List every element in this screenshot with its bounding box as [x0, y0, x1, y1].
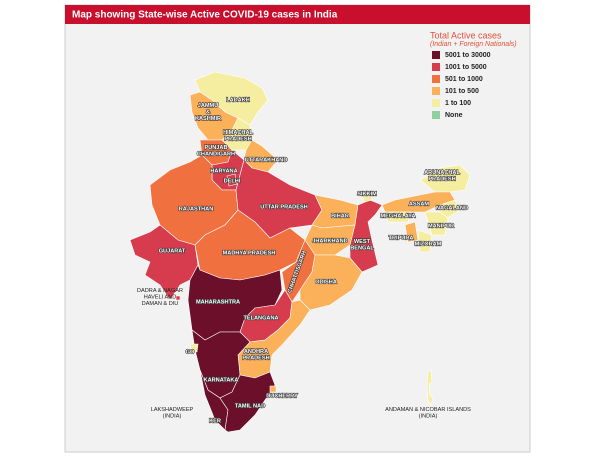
state-label: JAMMU: [198, 103, 219, 109]
state-label: &: [206, 109, 210, 115]
state-label: BIHAR: [331, 213, 349, 219]
state-label: DUCHERRY: [266, 393, 298, 399]
legend-label: 1001 to 5000: [445, 64, 487, 71]
legend-title: Total Active cases: [430, 30, 502, 40]
state-label: SIKKIM: [357, 191, 377, 197]
legend-swatch: [432, 87, 440, 95]
state-label: PRADESH: [224, 137, 251, 143]
state-region: [384, 211, 411, 223]
legend-swatch: [432, 75, 440, 83]
legend-label: 101 to 500: [445, 88, 479, 95]
state-label: TAMIL NAD: [235, 403, 265, 409]
state-region: [221, 117, 253, 151]
state-label: JHARKHAND: [312, 238, 347, 244]
state-label: UTTARAKHAND: [245, 157, 288, 163]
map-title: Map showing State-wise Active COVID-19 c…: [72, 10, 338, 21]
state-label: MANIPUR: [428, 223, 454, 229]
outside-label: (INDIA): [419, 414, 438, 420]
state-label: CHANDIGARH: [197, 152, 235, 158]
state-label: MIZORAM: [415, 241, 442, 247]
state-label: ODISHA: [315, 279, 337, 285]
state-region: [361, 192, 373, 203]
legend: 5001 to 30000 1001 to 5000 501 to 1000 101 …: [432, 51, 491, 119]
legend-label: 5001 to 30000: [445, 52, 491, 59]
legend-swatch: [432, 63, 440, 71]
state-label: PUNJAB: [204, 145, 227, 151]
state-label: ARUNACHAL: [424, 170, 460, 176]
state-label: BENGAL: [350, 246, 374, 252]
state-label: PRADESH: [242, 356, 269, 362]
state-label: TELANGANA: [243, 315, 278, 321]
map-panel: [64, 4, 531, 453]
outside-label: HAVELI AND: [144, 294, 177, 300]
state-label: MAHARASHTRA: [196, 299, 240, 305]
state-region: [269, 385, 277, 393]
state-label: RAJASTHAN: [179, 206, 214, 212]
legend-swatch: [432, 51, 440, 59]
state-label: TRIPURA: [389, 235, 414, 241]
state-label: MADHYA PRADESH: [223, 250, 276, 256]
state-label: KER: [209, 418, 221, 424]
state-region: [129, 224, 199, 301]
legend-subtitle: (Indian + Foreign Nationals): [430, 41, 517, 48]
state-label: ANDHRA: [244, 349, 268, 355]
state-region: [439, 199, 461, 219]
regions: [129, 71, 471, 433]
legend-label: 501 to 1000: [445, 76, 483, 83]
state-label: UTTAR PRADESH: [260, 204, 307, 210]
state-label: HARYANA: [210, 168, 237, 174]
state-label: PRADESH: [428, 177, 455, 183]
state-region: [299, 254, 363, 311]
state-label: LADAKH: [226, 97, 250, 103]
state-label: ASSAM: [409, 201, 430, 207]
state-label: GO: [186, 349, 195, 355]
legend-label: None: [445, 112, 463, 119]
legend-swatch: [432, 99, 440, 107]
outside-label: LAKSHADWEEP: [151, 407, 194, 413]
state-label: WEST: [354, 239, 371, 245]
state-region: [175, 295, 181, 301]
legend-label: 1 to 100: [445, 100, 471, 107]
legend-swatch: [432, 111, 440, 119]
state-region: [189, 343, 199, 353]
outside-label: DAMAN & DIU: [142, 301, 179, 307]
state-region: [219, 371, 276, 433]
state-region: [226, 173, 238, 187]
state-label: KASHMIR: [195, 116, 221, 122]
state-label: DELHI: [224, 178, 241, 184]
state-region: [424, 211, 449, 236]
labels: LADAKHJAMMU&KASHMIRHIMACHALPRADESHPUNJAB…: [137, 97, 471, 425]
outside-label: (INDIA): [163, 414, 182, 420]
state-label: KARNATAKA: [204, 377, 239, 383]
state-label: GUJARAT: [159, 248, 186, 254]
state-region: [417, 229, 433, 253]
state-label: HIMACHAL: [223, 130, 253, 136]
state-label: MEGHALAYA: [380, 213, 415, 219]
state-region: [404, 221, 419, 243]
outside-label: ANDAMAN & NICOBAR ISLANDS: [385, 407, 471, 413]
outside-label: DADRA & NAGAR: [137, 288, 183, 294]
state-region: [426, 369, 434, 406]
state-label: NAGALAND: [436, 205, 468, 211]
state-region: [349, 199, 383, 273]
header-bar: [65, 5, 530, 24]
